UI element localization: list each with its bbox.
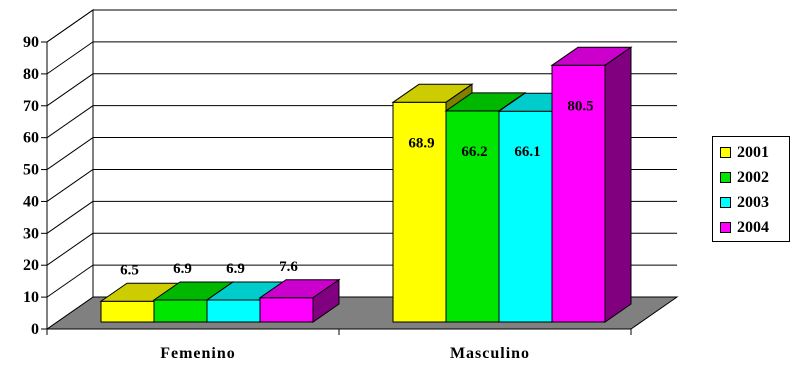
legend-swatch — [720, 147, 731, 158]
y-tick-label: 20 — [23, 257, 39, 274]
category-label: Femenino — [160, 345, 236, 362]
legend-label: 2002 — [737, 168, 769, 186]
bar-front — [206, 299, 261, 323]
data-label: 80.5 — [567, 98, 593, 114]
category-labels: Femenino Masculino — [160, 345, 530, 362]
legend-item: 2003 — [720, 190, 789, 215]
gridline-side — [46, 105, 94, 139]
y-tick-label: 70 — [23, 98, 39, 115]
y-tick-label: 80 — [23, 66, 39, 83]
legend: 2001 2002 2003 2004 — [712, 136, 790, 242]
bar-front — [445, 110, 500, 323]
legend-label: 2003 — [737, 193, 769, 211]
category-label: Masculino — [450, 345, 530, 362]
gridline-side — [46, 73, 94, 107]
legend-swatch — [720, 197, 731, 208]
data-label: 6.9 — [173, 261, 192, 277]
y-tick-label: 60 — [23, 130, 39, 147]
gridline-side — [46, 232, 94, 266]
bar-front — [259, 297, 314, 323]
gridline-side — [46, 169, 94, 202]
bar-front — [498, 110, 553, 323]
y-tick-label: 90 — [23, 34, 39, 51]
bars — [99, 46, 633, 323]
legend-label: 2001 — [737, 143, 769, 161]
gridline-side — [46, 264, 94, 298]
gridline-side — [46, 9, 94, 43]
gridline-side — [46, 137, 94, 170]
legend-swatch — [720, 222, 731, 233]
data-label: 6.9 — [226, 261, 245, 277]
data-label: 7.6 — [279, 259, 298, 275]
bar-front — [100, 300, 155, 323]
y-tick-label: 30 — [23, 225, 39, 242]
y-axis-ticks: 0 10 20 30 40 50 60 70 80 90 — [23, 34, 39, 338]
bar-side — [604, 46, 632, 323]
gridline-side — [46, 200, 94, 234]
data-label: 66.2 — [461, 144, 487, 160]
data-label: 6.5 — [120, 262, 139, 278]
legend-item: 2004 — [720, 215, 789, 240]
bar — [258, 278, 341, 323]
gridline-side — [46, 41, 94, 75]
legend-label: 2004 — [737, 218, 769, 236]
bar-front — [153, 299, 208, 323]
y-tick-label: 50 — [23, 162, 39, 179]
bar — [550, 46, 633, 323]
axes — [41, 41, 632, 335]
y-tick-label: 40 — [23, 193, 39, 210]
bar-front — [392, 101, 447, 323]
legend-item: 2001 — [720, 140, 789, 165]
data-label: 68.9 — [408, 135, 434, 151]
y-tick-label: 10 — [23, 289, 39, 306]
bar-side — [312, 278, 340, 323]
data-labels: 6.5 6.9 6.9 7.6 68.9 66.2 66.1 80.5 — [120, 98, 594, 278]
data-label: 66.1 — [514, 144, 540, 160]
y-tick-label: 0 — [31, 321, 39, 338]
legend-item: 2002 — [720, 165, 789, 190]
legend-swatch — [720, 172, 731, 183]
